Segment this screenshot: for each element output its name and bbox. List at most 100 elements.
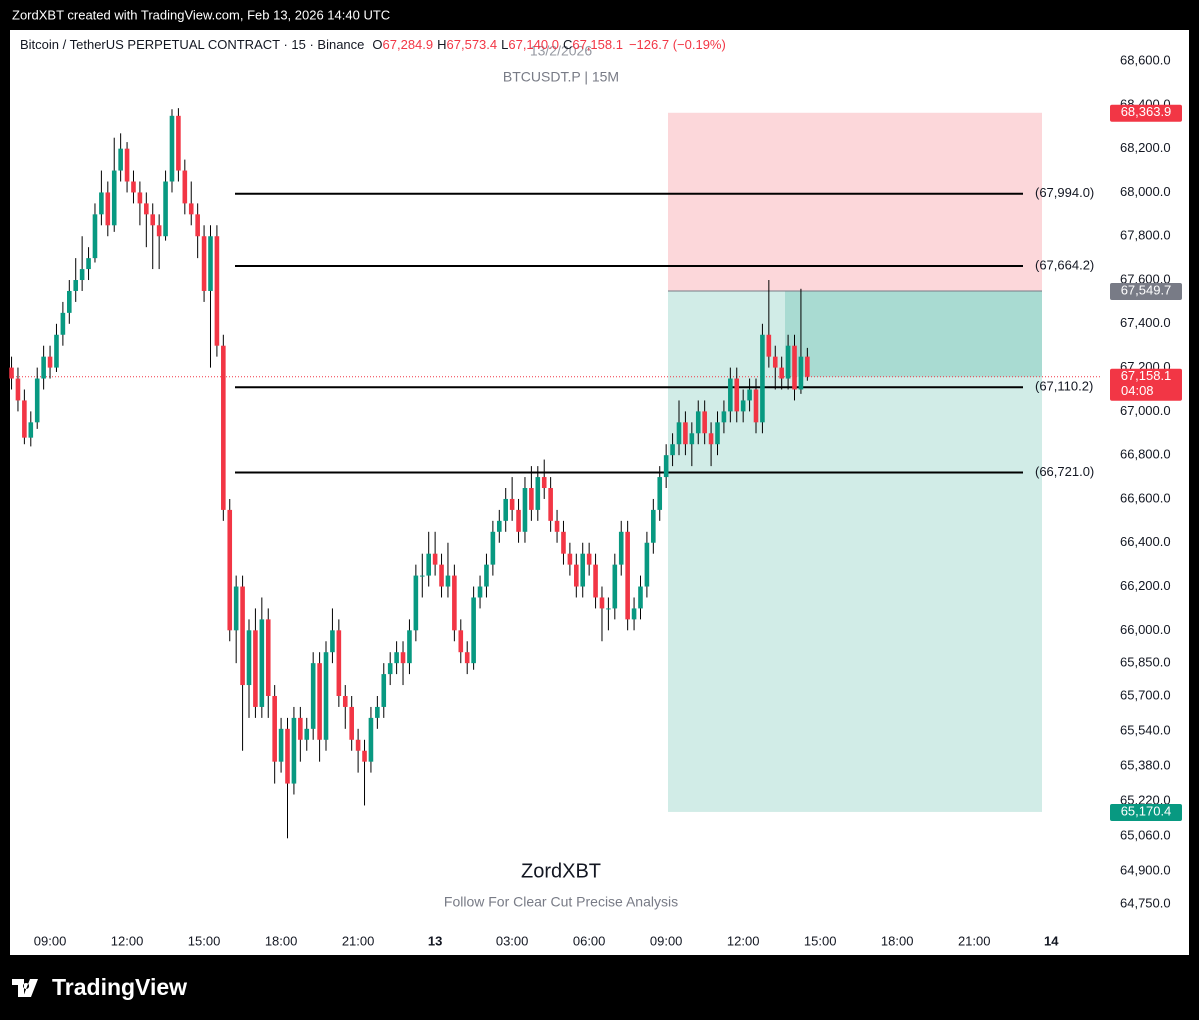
candle-body [753,389,759,423]
footer-brand: TradingView [52,974,187,1000]
candle-body [265,619,271,696]
candle-body [670,444,675,456]
y-tick-label: 66,200.0 [1120,578,1171,593]
candle-body [362,750,367,762]
tv-logo [12,979,38,997]
legend-key: C [563,37,572,52]
candle-body [419,575,425,577]
x-tick-label: 09:00 [34,933,67,948]
candle-body [586,553,592,565]
stop-tag [1110,104,1182,122]
candle-body [208,236,213,291]
y-tick-label: 65,700.0 [1120,687,1171,702]
candle-body [336,630,342,696]
candle-body [407,630,412,664]
watermark-date: 13/2/2026 [530,43,592,59]
candle-body [535,477,541,510]
candle-body [54,334,59,368]
candle-body [413,575,419,631]
candle-body [394,652,399,664]
candle-body [490,531,496,565]
y-tick-label: 64,900.0 [1120,863,1171,878]
candle-body [593,564,598,598]
candle-body [150,214,156,226]
candle-body [689,433,695,445]
legend-value: 67,158.1 [572,37,623,52]
y-tick-label: 68,000.0 [1120,184,1171,199]
candle-body [323,652,329,740]
x-tick-label: 15:00 [188,933,221,948]
candle-body [792,345,797,390]
candle-body [548,488,553,521]
entry-tag-label: 67,549.7 [1121,282,1172,297]
candle-body [439,564,444,587]
y-tick-label: 67,800.0 [1120,228,1171,243]
candle-body [73,280,79,291]
candle-body [805,356,810,377]
candle-body [458,630,464,653]
y-tick-label: 65,060.0 [1120,828,1171,843]
countdown: 04:08 [1121,383,1154,398]
x-tick-label: 21:00 [342,933,375,948]
candle-body [381,674,387,707]
candle-body [278,728,284,762]
candle-body [201,236,207,291]
candle-body [60,312,66,335]
candle-body [298,717,303,740]
candle-body [214,236,220,346]
level-label: (67,994.0) [1035,185,1094,200]
candle-body [747,389,752,401]
target-tag-label: 65,170.4 [1121,803,1172,818]
x-tick-label: 18:00 [265,933,298,948]
candle-body [118,148,123,171]
candle-body [285,728,290,784]
candle-body [304,728,310,740]
candle-body [509,498,515,510]
candle-body [452,575,457,631]
target-tag [1110,803,1182,821]
y-tick-label: 66,800.0 [1120,447,1171,462]
candle-body [105,192,111,226]
candle-body [728,378,733,412]
candle-body [426,553,431,576]
candle-body [28,422,34,438]
candle-body [477,586,483,598]
candle-body [246,630,252,686]
x-tick-label: 03:00 [496,933,529,948]
y-tick-label: 64,750.0 [1120,895,1171,910]
open-pnl-zone [785,291,1042,377]
candle-body [772,356,778,368]
y-tick-label: 65,540.0 [1120,722,1171,737]
candle-body [683,422,688,445]
candle-body [34,378,40,423]
candle-body [625,531,630,620]
candle-body [99,192,104,215]
panel [10,30,1189,955]
candle-body [606,608,611,610]
candle-body [631,608,637,620]
candle-body [779,367,784,379]
x-tick-label: 15:00 [804,933,837,948]
y-tick-label: 68,200.0 [1120,140,1171,155]
candle-body [702,411,707,434]
candle-body [599,597,605,609]
y-tick-label: 65,850.0 [1120,655,1171,670]
candle-body [144,203,149,215]
candle-body [79,269,85,281]
legend-value: 67,140.0 [508,37,559,52]
candle-body [721,411,727,423]
candle-body [638,586,643,609]
y-tick-label: 66,600.0 [1120,490,1171,505]
candle-body [111,170,117,226]
legend-key: O [372,37,382,52]
candle-body [715,422,720,445]
candle-body [760,334,765,423]
legend-title: Bitcoin / TetherUS PERPETUAL CONTRACT · … [20,37,364,52]
candle-body [766,334,772,357]
plot: 68,600.068,400.068,200.068,000.067,800.0… [9,53,1182,948]
candle-body [734,378,740,412]
y-tick-label: 66,400.0 [1120,534,1171,549]
last-price-tag-label: 67,158.1 [1121,368,1172,383]
candle-body [798,356,804,390]
candle-body [574,564,579,587]
